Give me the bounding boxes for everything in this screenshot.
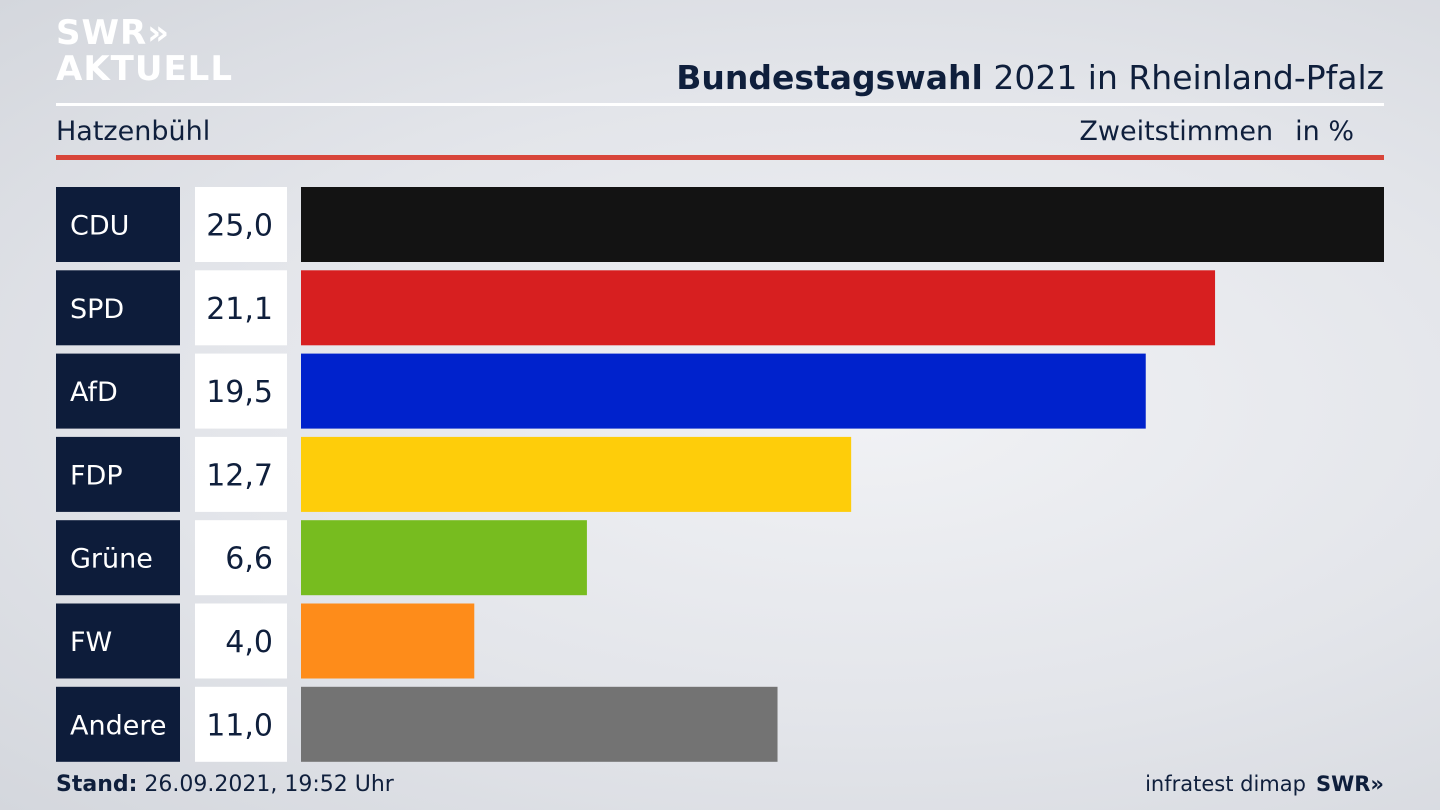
timestamp: Stand: 26.09.2021, 19:52 Uhr xyxy=(56,772,394,797)
region-label: Hatzenbühl xyxy=(56,116,211,147)
value-box-afd xyxy=(195,353,287,429)
value-box-spd xyxy=(195,270,287,346)
accent-divider xyxy=(56,155,1384,160)
party-label-andere: Andere xyxy=(70,710,166,741)
bar-fdp xyxy=(301,436,852,512)
party-label-cdu: CDU xyxy=(70,211,129,242)
bar-afd xyxy=(301,353,1146,429)
value-label-cdu: 25,0 xyxy=(206,209,273,244)
unit-label: in % xyxy=(1295,116,1354,147)
value-label-andere: 11,0 xyxy=(206,708,273,743)
value-label-afd: 19,5 xyxy=(206,375,273,410)
party-label-gruene: Grüne xyxy=(70,544,153,575)
value-box-andere xyxy=(195,686,287,762)
value-label-fw: 4,0 xyxy=(225,625,273,660)
value-label-gruene: 6,6 xyxy=(225,542,273,577)
stand-value: 26.09.2021, 19:52 Uhr xyxy=(137,772,394,797)
value-box-cdu xyxy=(195,187,287,262)
bar-fw xyxy=(301,603,475,679)
party-label-box-cdu xyxy=(56,187,180,262)
source-credit: infratest dimap SWR» xyxy=(1145,772,1384,796)
bar-cdu xyxy=(301,187,1384,262)
party-label-box-gruene xyxy=(56,520,180,596)
source-label: infratest dimap xyxy=(1145,772,1306,796)
title-bold: Bundestagswahl xyxy=(676,58,983,97)
party-label-fw: FW xyxy=(70,627,112,658)
measure-label: Zweitstimmen in % xyxy=(1079,116,1354,147)
party-label-afd: AfD xyxy=(70,377,118,408)
party-label-box-fw xyxy=(56,603,180,679)
party-label-spd: SPD xyxy=(70,294,124,325)
title-rest: 2021 in Rheinland-Pfalz xyxy=(982,58,1384,97)
bar-andere xyxy=(301,686,778,762)
header-divider xyxy=(56,103,1384,106)
party-label-box-andere xyxy=(56,686,180,762)
logo-line-2: AKTUELL xyxy=(56,49,234,89)
stand-label: Stand: xyxy=(56,772,138,797)
value-label-spd: 21,1 xyxy=(206,292,273,327)
party-label-fdp: FDP xyxy=(70,460,123,491)
value-box-fdp xyxy=(195,436,287,512)
page-title: Bundestagswahl 2021 in Rheinland-Pfalz xyxy=(676,58,1384,97)
swr-brand-logo: SWR» xyxy=(1315,772,1384,796)
bar-spd xyxy=(301,270,1216,346)
bar-gruene xyxy=(301,520,587,596)
value-label-fdp: 12,7 xyxy=(206,458,273,493)
party-label-box-afd xyxy=(56,353,180,429)
party-label-box-spd xyxy=(56,270,180,346)
swr-aktuell-logo: SWR» AKTUELL xyxy=(56,16,233,86)
vote-type: Zweitstimmen xyxy=(1079,116,1274,147)
logo-line-1: SWR» xyxy=(56,13,171,53)
party-label-box-fdp xyxy=(56,436,180,512)
value-box-gruene xyxy=(195,520,287,596)
value-box-fw xyxy=(195,603,287,679)
